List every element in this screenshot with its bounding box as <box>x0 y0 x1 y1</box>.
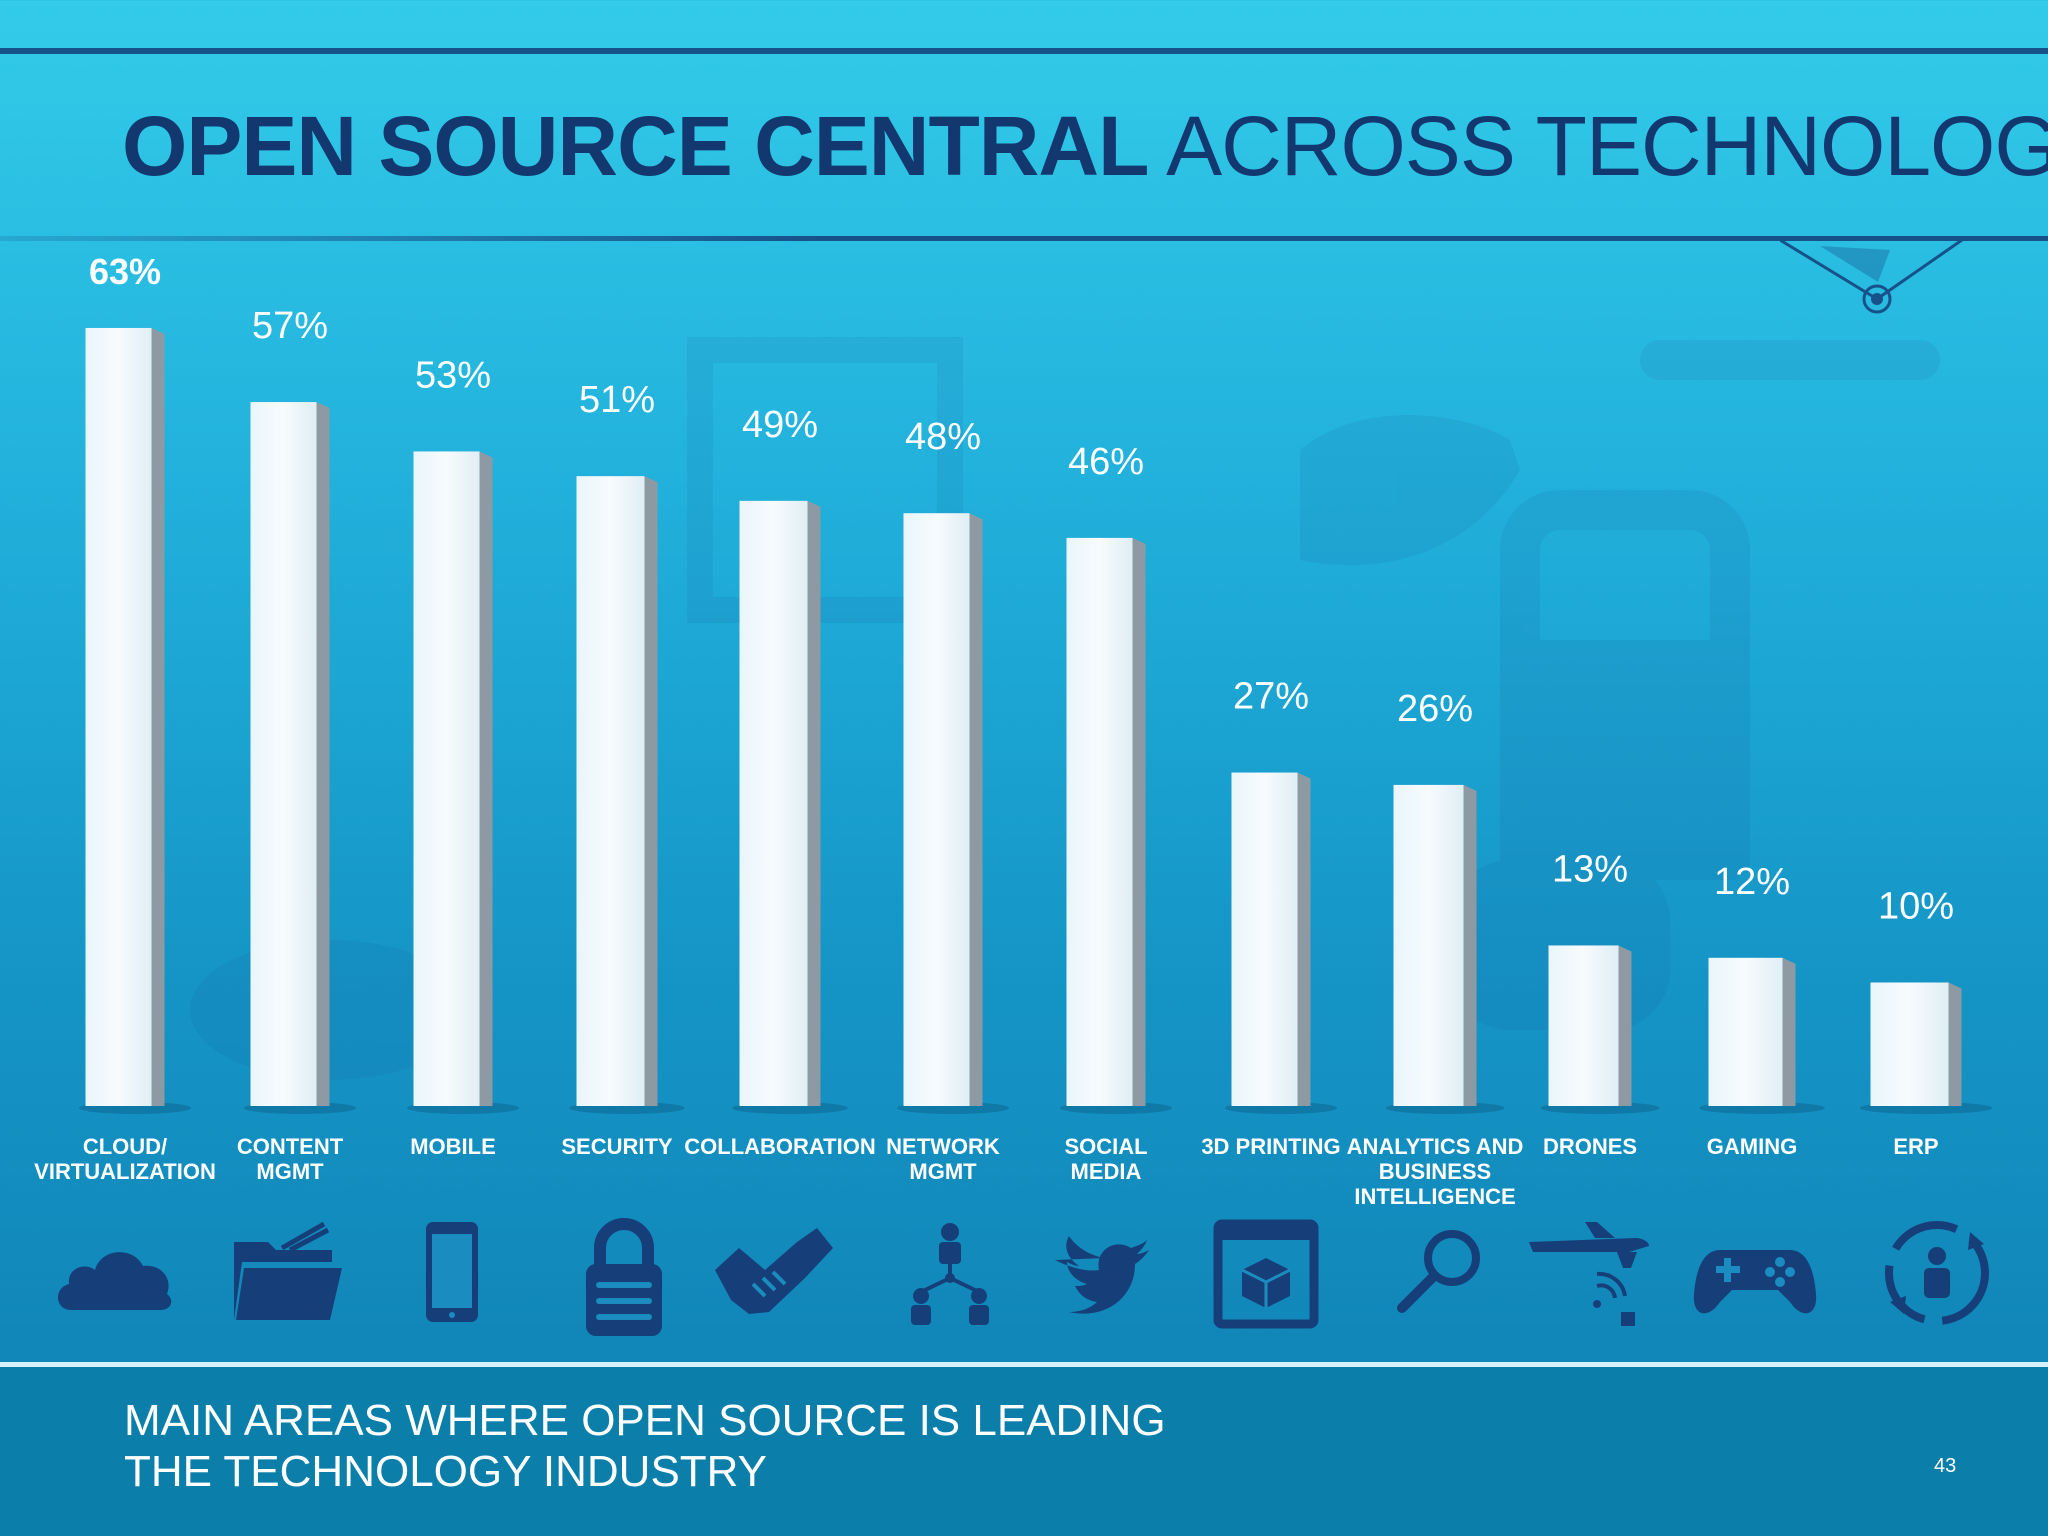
bar-3d-printing <box>1231 772 1298 1106</box>
title-light: ACROSS TECHNOLOGY <box>1148 99 2048 193</box>
category-label-cloud-virtualization: CLOUD/VIRTUALIZATION <box>34 1134 216 1184</box>
bar-cloud-virtualization <box>85 327 152 1106</box>
title-bold: OPEN SOURCE CENTRAL <box>122 99 1149 193</box>
value-label-network-mgmt: 48% <box>905 416 981 458</box>
title-rule <box>0 236 2048 241</box>
bar-mobile <box>413 451 480 1106</box>
cloud-icon <box>57 1252 172 1310</box>
bar-side-3d-printing <box>1297 772 1311 1106</box>
category-label-drones: DRONES <box>1543 1134 1637 1159</box>
footer-line-2: THE TECHNOLOGY INDUSTRY <box>124 1447 768 1496</box>
slide-title: OPEN SOURCE CENTRAL ACROSS TECHNOLOGY <box>122 98 2048 195</box>
footer-rule <box>0 1362 2048 1367</box>
gamepad-icon <box>1693 1250 1817 1314</box>
page-number: 43 <box>1934 1455 1957 1477</box>
category-label-3d-printing: 3D PRINTING <box>1201 1134 1340 1159</box>
lock-icon <box>586 1218 662 1336</box>
value-label-cloud-virtualization: 63% <box>89 251 161 292</box>
bar-social-media <box>1066 537 1133 1106</box>
category-label-mobile: MOBILE <box>410 1134 496 1159</box>
3d-printer-icon <box>1213 1219 1319 1329</box>
bar-side-content-mgmt <box>316 402 330 1106</box>
category-label-security: SECURITY <box>561 1134 673 1159</box>
category-label-network-mgmt: NETWORK MGMT <box>886 1134 1000 1184</box>
bar-content-mgmt <box>250 402 317 1106</box>
callout-pointer <box>1780 238 1963 314</box>
bar-side-mobile <box>479 451 493 1106</box>
bar-drones <box>1548 945 1619 1106</box>
bar-side-drones <box>1618 945 1632 1106</box>
footer-line-1: MAIN AREAS WHERE OPEN SOURCE IS LEADING <box>124 1396 1166 1445</box>
value-label-3d-printing: 27% <box>1233 676 1309 718</box>
magnifier-icon <box>1397 1230 1480 1313</box>
bar-side-erp <box>1948 982 1962 1106</box>
bar-side-cloud-virtualization <box>151 327 165 1106</box>
footer-caption: MAIN AREAS WHERE OPEN SOURCE IS LEADING … <box>124 1395 1166 1497</box>
bar-security <box>576 476 645 1106</box>
bar-gaming <box>1708 957 1783 1106</box>
bar-side-network-mgmt <box>969 513 983 1106</box>
bar-chart: 63% CLOUD/VIRTUALIZATION 57% CONTENT MGMT 53%… <box>34 251 1993 1209</box>
bar-side-analytics-and-business-intelligence <box>1463 784 1477 1106</box>
category-label-erp: ERP <box>1893 1134 1938 1159</box>
bar-side-gaming <box>1782 957 1796 1106</box>
erp-user-cycle-icon <box>1885 1221 1989 1325</box>
drone-icon <box>1529 1222 1649 1326</box>
category-label-collaboration: COLLABORATION <box>684 1134 875 1159</box>
network-people-icon <box>911 1223 989 1325</box>
value-label-collaboration: 49% <box>742 404 818 446</box>
category-label-gaming: GAMING <box>1707 1134 1797 1159</box>
value-label-drones: 13% <box>1552 848 1628 890</box>
value-label-social-media: 46% <box>1068 441 1144 483</box>
handshake-icon <box>715 1228 833 1314</box>
value-label-mobile: 53% <box>415 354 491 396</box>
bar-analytics-and-business-intelligence <box>1393 784 1464 1106</box>
top-rule <box>0 48 2048 54</box>
bar-network-mgmt <box>903 513 970 1106</box>
value-label-security: 51% <box>579 379 655 421</box>
twitter-bird-icon <box>1055 1236 1149 1314</box>
category-label-analytics-and-business-intelligence: ANALYTICS AND BUSINESS INTELLIGENCE <box>1347 1134 1524 1209</box>
value-label-gaming: 12% <box>1714 861 1790 903</box>
value-label-erp: 10% <box>1878 886 1954 928</box>
smartphone-icon <box>426 1222 478 1322</box>
folder-icon <box>234 1221 342 1320</box>
bar-side-collaboration <box>807 500 821 1107</box>
bar-erp <box>1870 982 1949 1106</box>
value-label-analytics-and-business-intelligence: 26% <box>1397 688 1473 730</box>
bar-side-security <box>644 476 658 1106</box>
bar-side-social-media <box>1132 537 1146 1106</box>
footer-band <box>0 1367 2048 1536</box>
bar-collaboration <box>739 500 808 1107</box>
category-label-social-media: SOCIAL MEDIA <box>1064 1134 1147 1184</box>
category-label-content-mgmt: CONTENT MGMT <box>237 1134 344 1184</box>
value-label-content-mgmt: 57% <box>252 305 328 347</box>
